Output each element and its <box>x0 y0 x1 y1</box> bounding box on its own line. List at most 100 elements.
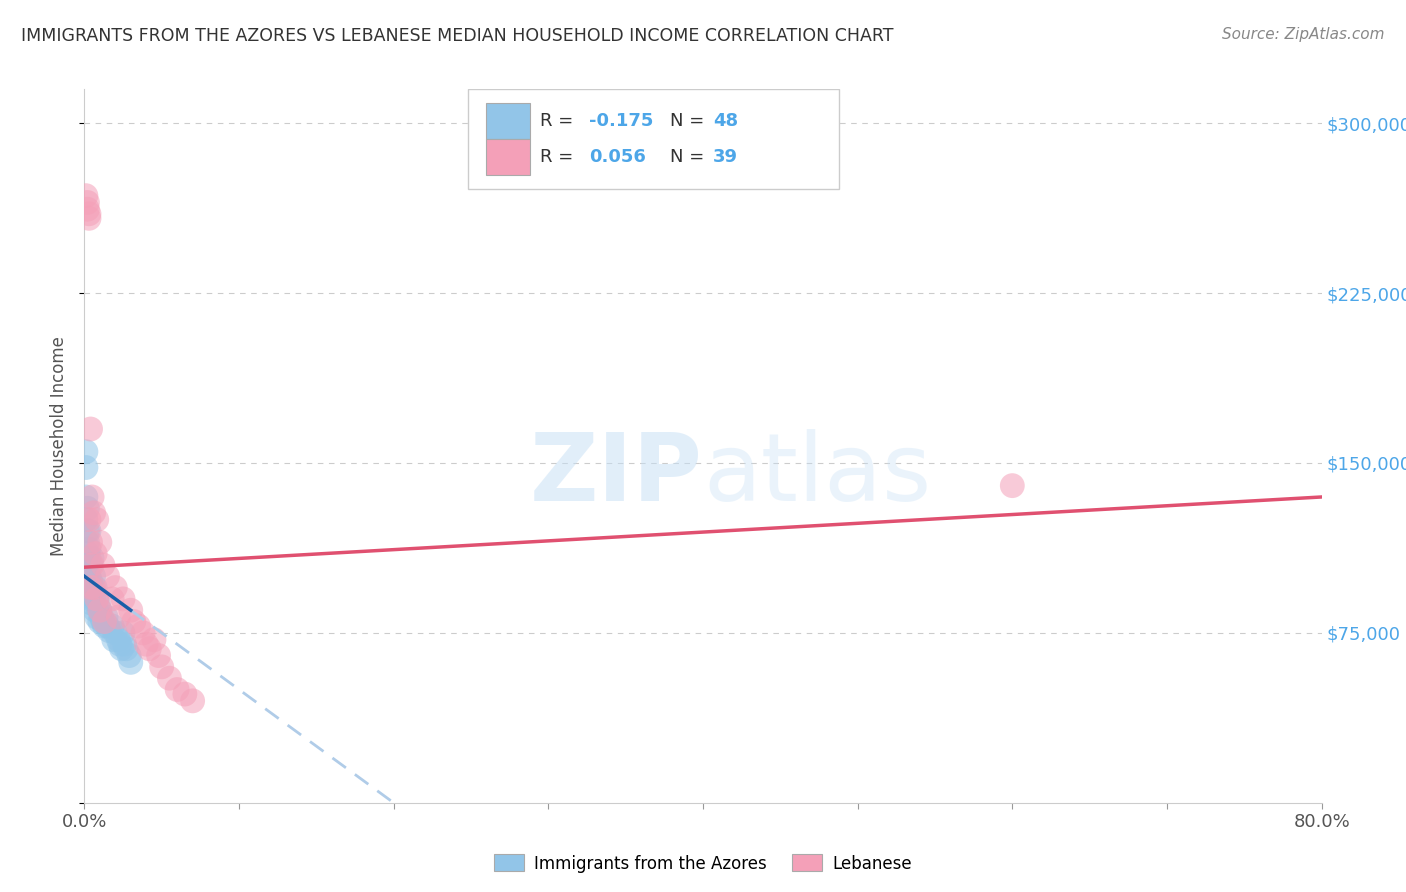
Point <box>91 558 114 572</box>
Point <box>79 422 101 436</box>
Point <box>94 610 117 624</box>
Point <box>93 619 115 633</box>
Point <box>104 626 127 640</box>
Point <box>138 641 160 656</box>
Point <box>79 535 101 549</box>
Point <box>148 648 170 663</box>
Point <box>84 603 107 617</box>
FancyBboxPatch shape <box>468 89 839 189</box>
Text: R =: R = <box>540 148 579 166</box>
Point <box>77 587 100 601</box>
Point <box>89 603 111 617</box>
Text: N =: N = <box>669 112 710 130</box>
FancyBboxPatch shape <box>486 103 530 139</box>
Point <box>77 524 100 538</box>
Point <box>83 581 105 595</box>
Point <box>89 615 111 629</box>
Point <box>132 626 155 640</box>
Point <box>104 581 127 595</box>
Point <box>181 694 204 708</box>
Text: 48: 48 <box>713 112 738 130</box>
Point <box>114 637 136 651</box>
Point <box>120 603 142 617</box>
Legend: Immigrants from the Azores, Lebanese: Immigrants from the Azores, Lebanese <box>488 847 918 880</box>
Text: ZIP: ZIP <box>530 428 703 521</box>
Point <box>75 444 97 458</box>
Point <box>76 547 98 561</box>
Point <box>77 569 100 583</box>
Point <box>77 551 100 566</box>
Point <box>79 591 101 606</box>
Point <box>76 195 98 210</box>
Text: 0.056: 0.056 <box>589 148 645 166</box>
Point <box>159 671 181 685</box>
Point <box>108 637 131 651</box>
Point <box>97 619 120 633</box>
FancyBboxPatch shape <box>486 139 530 175</box>
Point <box>135 637 157 651</box>
Point <box>103 632 125 647</box>
Text: -0.175: -0.175 <box>589 112 654 130</box>
Point <box>79 558 101 572</box>
Point <box>86 610 108 624</box>
Point <box>76 569 98 583</box>
Text: IMMIGRANTS FROM THE AZORES VS LEBANESE MEDIAN HOUSEHOLD INCOME CORRELATION CHART: IMMIGRANTS FROM THE AZORES VS LEBANESE M… <box>21 27 894 45</box>
Point <box>115 641 138 656</box>
Point <box>128 619 150 633</box>
Point <box>82 597 104 611</box>
Point <box>87 597 110 611</box>
Point <box>91 615 114 629</box>
Point <box>75 513 97 527</box>
Point <box>79 574 101 588</box>
Point <box>82 490 104 504</box>
Y-axis label: Median Household Income: Median Household Income <box>51 336 69 556</box>
Point <box>122 615 145 629</box>
Point <box>82 551 104 566</box>
Text: N =: N = <box>669 148 710 166</box>
Point <box>174 687 197 701</box>
Point <box>166 682 188 697</box>
Text: Source: ZipAtlas.com: Source: ZipAtlas.com <box>1222 27 1385 42</box>
Point <box>86 591 108 606</box>
Point <box>1001 478 1024 492</box>
Point <box>112 591 135 606</box>
Point <box>76 581 98 595</box>
Point <box>86 591 108 606</box>
Point <box>150 660 173 674</box>
Point <box>75 490 97 504</box>
Point <box>82 581 104 595</box>
Point <box>86 513 108 527</box>
Point <box>90 610 112 624</box>
Point <box>89 603 111 617</box>
Point <box>101 591 124 606</box>
Point <box>76 202 98 217</box>
Point <box>93 615 115 629</box>
Point <box>101 619 124 633</box>
Point <box>83 591 105 606</box>
Point <box>84 581 107 595</box>
Point <box>83 506 105 520</box>
Point <box>107 610 129 624</box>
Point <box>118 648 141 663</box>
Point <box>143 632 166 647</box>
Point <box>75 460 97 475</box>
Point <box>83 569 105 583</box>
Text: 39: 39 <box>713 148 738 166</box>
Point <box>77 513 100 527</box>
Point <box>82 558 104 572</box>
Point <box>97 569 120 583</box>
Point <box>110 641 132 656</box>
Point <box>79 581 101 595</box>
Point <box>77 207 100 221</box>
Point <box>77 542 100 557</box>
Text: R =: R = <box>540 112 579 130</box>
Point <box>98 624 121 638</box>
Point <box>76 524 98 538</box>
Point <box>84 547 107 561</box>
Point <box>89 535 111 549</box>
Point <box>75 188 97 202</box>
Point <box>76 535 98 549</box>
Point <box>112 626 135 640</box>
Point <box>77 211 100 226</box>
Point <box>120 656 142 670</box>
